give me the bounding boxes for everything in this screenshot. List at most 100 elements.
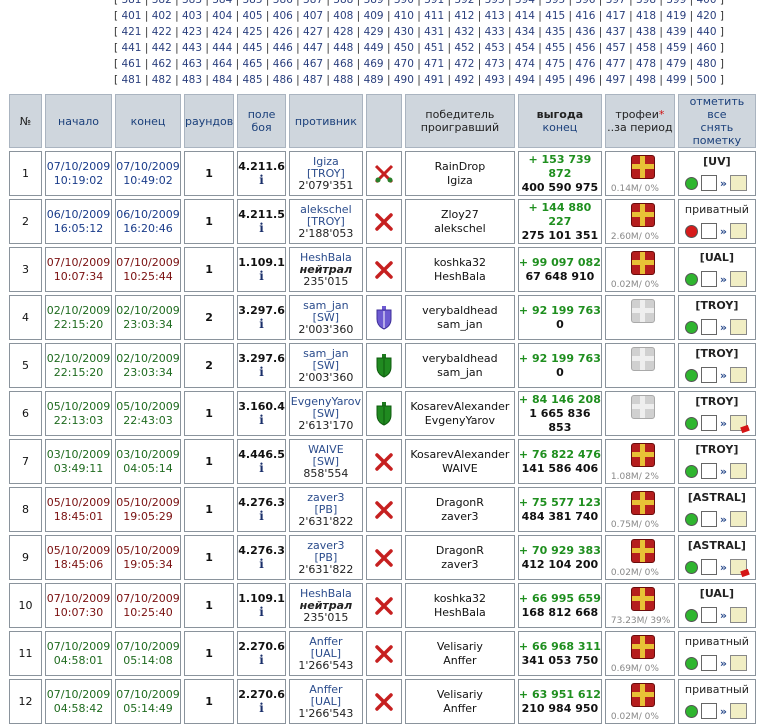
- page-link[interactable]: 414: [514, 10, 535, 23]
- page-link[interactable]: 417: [605, 10, 626, 23]
- page-link[interactable]: 476: [575, 58, 596, 71]
- opponent-clan[interactable]: [SW]: [312, 310, 340, 324]
- empty-gift-box-icon[interactable]: [630, 395, 655, 419]
- page-link[interactable]: 444: [212, 42, 233, 55]
- page-link[interactable]: 468: [333, 58, 354, 71]
- winner-name[interactable]: verybaldhead: [422, 303, 498, 317]
- note-icon[interactable]: [730, 655, 747, 671]
- info-icon[interactable]: i: [259, 701, 264, 715]
- page-link[interactable]: 456: [575, 42, 596, 55]
- red-x-icon[interactable]: [367, 451, 401, 473]
- green-status-icon[interactable]: [684, 560, 698, 574]
- note-icon[interactable]: [730, 319, 747, 335]
- battlefield-coords[interactable]: 1.109.1: [238, 256, 285, 269]
- page-link[interactable]: 475: [545, 58, 566, 71]
- arrow-icon[interactable]: »: [719, 512, 727, 526]
- battlefield-coords[interactable]: 4.276.3: [238, 496, 285, 509]
- page-link[interactable]: 474: [514, 58, 535, 71]
- opponent-name[interactable]: zaver3: [307, 538, 345, 552]
- page-link[interactable]: 401: [121, 10, 142, 23]
- page-link[interactable]: 424: [212, 26, 233, 39]
- page-link[interactable]: 470: [393, 58, 414, 71]
- page-link[interactable]: 419: [666, 10, 687, 23]
- green-status-icon[interactable]: [684, 704, 698, 718]
- page-link[interactable]: 453: [484, 42, 505, 55]
- opponent-clan[interactable]: [UAL]: [310, 646, 342, 660]
- opponent-clan[interactable]: нейтрал: [299, 262, 353, 276]
- winner-name[interactable]: KosarevAlexander: [410, 447, 510, 461]
- opponent-clan[interactable]: [SW]: [312, 406, 340, 420]
- opponent-name[interactable]: zaver3: [307, 490, 345, 504]
- page-link[interactable]: 381: [121, 0, 142, 6]
- page-link[interactable]: 418: [635, 10, 656, 23]
- loser-name[interactable]: HeshBala: [433, 269, 486, 283]
- note-icon[interactable]: [730, 223, 747, 239]
- info-icon[interactable]: i: [259, 461, 264, 475]
- page-link[interactable]: 493: [484, 74, 505, 87]
- empty-gift-box-icon[interactable]: [630, 347, 655, 371]
- loser-name[interactable]: Anffer: [443, 701, 477, 715]
- page-link[interactable]: 433: [484, 26, 505, 39]
- red-x-icon[interactable]: [367, 691, 401, 713]
- page-link[interactable]: 408: [333, 10, 354, 23]
- page-link[interactable]: 465: [242, 58, 263, 71]
- opponent-name[interactable]: EvgenyYarov: [290, 394, 361, 408]
- battlefield-coords[interactable]: 4.211.5: [238, 208, 285, 221]
- page-link[interactable]: 426: [272, 26, 293, 39]
- opponent-name[interactable]: HeshBala: [299, 250, 352, 264]
- page-link[interactable]: 429: [363, 26, 384, 39]
- page-link[interactable]: 388: [333, 0, 354, 6]
- page-link[interactable]: 384: [212, 0, 233, 6]
- col-profit-header[interactable]: выгода конец: [517, 94, 602, 148]
- page-link[interactable]: 495: [545, 74, 566, 87]
- page-link[interactable]: 436: [575, 26, 596, 39]
- battlefield-coords[interactable]: 4.276.3: [238, 544, 285, 557]
- page-link[interactable]: 487: [303, 74, 324, 87]
- page-link[interactable]: 427: [303, 26, 324, 39]
- page-link[interactable]: 428: [333, 26, 354, 39]
- page-link[interactable]: 500: [696, 74, 717, 87]
- arrow-icon[interactable]: »: [719, 560, 727, 574]
- page-link[interactable]: 448: [333, 42, 354, 55]
- info-icon[interactable]: i: [259, 317, 264, 331]
- opponent-clan[interactable]: [TROY]: [307, 166, 345, 180]
- page-link[interactable]: 400: [696, 0, 717, 6]
- page-link[interactable]: 397: [605, 0, 626, 6]
- page-link[interactable]: 462: [151, 58, 172, 71]
- page-link[interactable]: 450: [393, 42, 414, 55]
- opponent-name[interactable]: Igiza: [312, 154, 339, 168]
- page-link[interactable]: 497: [605, 74, 626, 87]
- battlefield-coords[interactable]: 2.270.6: [238, 688, 285, 701]
- gift-box-icon[interactable]: [630, 539, 655, 563]
- loser-name[interactable]: sam_jan: [437, 365, 483, 379]
- col-rounds-header[interactable]: раундов: [184, 94, 235, 148]
- red-x-icon[interactable]: [367, 595, 401, 617]
- page-link[interactable]: 389: [363, 0, 384, 6]
- green-status-icon[interactable]: [684, 176, 698, 190]
- note-icon[interactable]: [730, 367, 747, 383]
- loser-name[interactable]: WAIVE: [442, 461, 478, 475]
- page-link[interactable]: 413: [484, 10, 505, 23]
- loser-name[interactable]: zaver3: [441, 557, 479, 571]
- page-link[interactable]: 490: [393, 74, 414, 87]
- page-link[interactable]: 482: [151, 74, 172, 87]
- loser-name[interactable]: EvgenyYarov: [424, 413, 495, 427]
- page-link[interactable]: 382: [151, 0, 172, 6]
- loser-name[interactable]: Igiza: [446, 173, 473, 187]
- page-link[interactable]: 434: [514, 26, 535, 39]
- note-icon[interactable]: [730, 511, 747, 527]
- gift-box-icon[interactable]: [630, 635, 655, 659]
- page-link[interactable]: 420: [696, 10, 717, 23]
- page-link[interactable]: 478: [635, 58, 656, 71]
- mark-all-link[interactable]: отметить все: [689, 95, 745, 121]
- green-status-icon[interactable]: [684, 656, 698, 670]
- page-link[interactable]: 485: [242, 74, 263, 87]
- page-link[interactable]: 421: [121, 26, 142, 39]
- page-link[interactable]: 480: [696, 58, 717, 71]
- page-link[interactable]: 410: [393, 10, 414, 23]
- opponent-name[interactable]: alekschel: [300, 202, 352, 216]
- page-link[interactable]: 435: [545, 26, 566, 39]
- page-link[interactable]: 392: [454, 0, 475, 6]
- page-link[interactable]: 463: [181, 58, 203, 71]
- gift-box-icon[interactable]: [630, 203, 655, 227]
